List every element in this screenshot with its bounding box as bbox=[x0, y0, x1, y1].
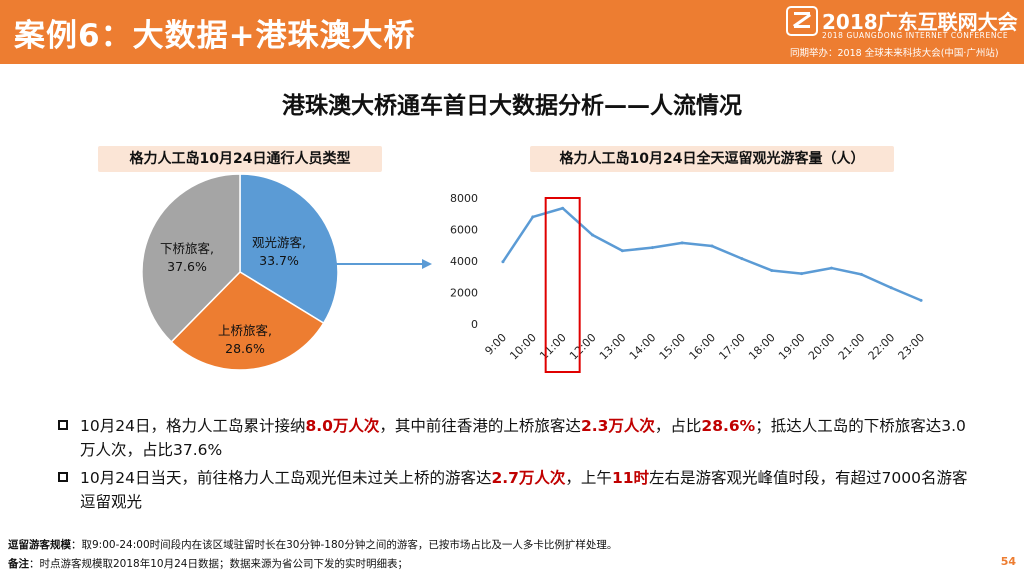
data-point bbox=[740, 257, 744, 261]
pie-slice-percent: 37.6% bbox=[167, 259, 207, 274]
pie-slice-tourists bbox=[239, 173, 339, 325]
bullet-text-part: ，占比 bbox=[654, 417, 702, 435]
x-tick-label: 16:00 bbox=[687, 331, 719, 363]
data-point bbox=[800, 272, 804, 276]
highlight-figure: 2.7万人次 bbox=[491, 469, 566, 487]
x-tick-label: 18:00 bbox=[746, 331, 778, 363]
bullet-text-part: 10月24日当天，前往格力人工岛观光但未过关上桥的游客达 bbox=[80, 469, 492, 487]
footnote-label: 逗留游客规模 bbox=[8, 539, 71, 551]
highlight-figure: 11时 bbox=[611, 469, 650, 487]
data-point bbox=[710, 244, 714, 248]
pie-slice-percent: 28.6% bbox=[225, 341, 265, 356]
logo-subtitle: 同期举办：2018 全球未来科技大会(中国·广州站) bbox=[790, 48, 999, 59]
page-title: 案例6：大数据+港珠澳大桥 bbox=[14, 18, 416, 54]
bullet-item: 10月24日当天，前往格力人工岛观光但未过关上桥的游客达2.7万人次，上午11时… bbox=[58, 466, 978, 514]
line-chart-caption: 格力人工岛10月24日全天逗留观光游客量（人） bbox=[530, 146, 894, 172]
data-point bbox=[561, 206, 565, 210]
pie-slice-name: 观光游客, bbox=[252, 235, 306, 250]
bullet-text-part: ，其中前往香港的上桥旅客达 bbox=[379, 417, 581, 435]
page-number: 54 bbox=[1000, 555, 1016, 568]
slide-heading: 港珠澳大桥通车首日大数据分析——人流情况 bbox=[282, 93, 742, 119]
data-point bbox=[531, 215, 535, 219]
x-tick-label: 20:00 bbox=[806, 331, 838, 363]
pie-slice-inbound bbox=[141, 173, 241, 343]
pie-label-outbound: 上桥旅客, 28.6% bbox=[218, 322, 272, 358]
connector-arrow-icon bbox=[318, 259, 432, 269]
pie-label-tourists: 观光游客, 33.7% bbox=[252, 234, 306, 270]
y-tick-label: 8000 bbox=[450, 192, 478, 205]
pie-slice-percent: 33.7% bbox=[259, 253, 299, 268]
header-bar: 案例6：大数据+港珠澳大桥 2018广东互联网大会 2018 GUANGDONG… bbox=[0, 0, 1024, 64]
bullet-text: 10月24日当天，前往格力人工岛观光但未过关上桥的游客达2.7万人次，上午11时… bbox=[80, 466, 975, 514]
footnote-definition: 逗留游客规模：取9:00-24:00时间段内在该区域驻留时长在30分钟-180分… bbox=[8, 537, 617, 552]
footnote-label: 备注 bbox=[8, 558, 29, 570]
x-tick-label: 15:00 bbox=[657, 331, 689, 363]
y-tick-label: 0 bbox=[471, 318, 478, 331]
x-tick-label: 11:00 bbox=[537, 331, 569, 363]
bullet-square-icon bbox=[58, 420, 68, 430]
pie-chart bbox=[141, 173, 339, 371]
pie-slice-outbound bbox=[170, 271, 325, 371]
logo-text-cn: 2018广东互联网大会 bbox=[822, 10, 1018, 34]
bullet-text-part: 左右是游客观光峰值时段，有超过7000名游客逗留观光 bbox=[80, 469, 968, 511]
pie-slice-name: 下桥旅客, bbox=[160, 241, 214, 256]
data-point bbox=[650, 246, 654, 250]
bullet-text-part: ；抵达人工岛的下桥旅客达3.0万人次，占比37.6% bbox=[80, 417, 966, 459]
data-point bbox=[859, 272, 863, 276]
series-line bbox=[501, 206, 922, 302]
data-point bbox=[501, 260, 505, 264]
bullet-text-part: ，上午 bbox=[565, 469, 612, 487]
bullet-text-part: 10月24日，格力人工岛累计接纳 bbox=[80, 417, 306, 435]
x-tick-label: 12:00 bbox=[567, 331, 599, 363]
conference-logo-icon bbox=[786, 6, 818, 36]
x-tick-label: 9:00 bbox=[482, 331, 509, 358]
x-tick-label: 21:00 bbox=[836, 331, 868, 363]
x-tick-label: 10:00 bbox=[507, 331, 539, 363]
pie-chart-caption: 格力人工岛10月24日通行人员类型 bbox=[98, 146, 382, 172]
data-point bbox=[770, 268, 774, 272]
y-tick-label: 6000 bbox=[450, 224, 478, 237]
x-tick-label: 17:00 bbox=[716, 331, 748, 363]
y-tick-label: 4000 bbox=[450, 255, 478, 268]
data-point bbox=[620, 249, 624, 253]
x-tick-label: 19:00 bbox=[776, 331, 808, 363]
x-tick-label: 13:00 bbox=[597, 331, 629, 363]
highlight-figure: 28.6% bbox=[701, 417, 756, 435]
footnote-source: 备注：时点游客规模取2018年10月24日数据；数据来源为省公司下发的实时明细表… bbox=[8, 556, 408, 571]
pie-label-inbound: 下桥旅客, 37.6% bbox=[160, 240, 214, 276]
data-point bbox=[591, 233, 595, 237]
data-point bbox=[680, 241, 684, 245]
data-point bbox=[919, 298, 923, 302]
data-point bbox=[889, 286, 893, 290]
data-point bbox=[829, 266, 833, 270]
bullet-text: 10月24日，格力人工岛累计接纳8.0万人次，其中前往香港的上桥旅客达2.3万人… bbox=[80, 414, 975, 462]
pie-slice-name: 上桥旅客, bbox=[218, 323, 272, 338]
footnote-text: ：时点游客规模取2018年10月24日数据；数据来源为省公司下发的实时明细表； bbox=[29, 558, 408, 570]
x-tick-label: 23:00 bbox=[896, 331, 928, 363]
line-chart: 0 2000 4000 6000 8000 9:0010:0011:0012:0013:0… bbox=[450, 192, 928, 373]
highlight-figure: 8.0万人次 bbox=[305, 417, 380, 435]
x-tick-label: 22:00 bbox=[866, 331, 898, 363]
peak-highlight-box bbox=[544, 197, 581, 373]
x-tick-label: 14:00 bbox=[627, 331, 659, 363]
y-tick-label: 2000 bbox=[450, 287, 478, 300]
bullet-square-icon bbox=[58, 472, 68, 482]
logo-text-en: 2018 GUANGDONG INTERNET CONFERENCE bbox=[822, 31, 1009, 40]
footnote-text: ：取9:00-24:00时间段内在该区域驻留时长在30分钟-180分钟之间的游客… bbox=[71, 539, 618, 551]
bullet-item: 10月24日，格力人工岛累计接纳8.0万人次，其中前往香港的上桥旅客达2.3万人… bbox=[58, 414, 978, 462]
highlight-figure: 2.3万人次 bbox=[580, 417, 655, 435]
